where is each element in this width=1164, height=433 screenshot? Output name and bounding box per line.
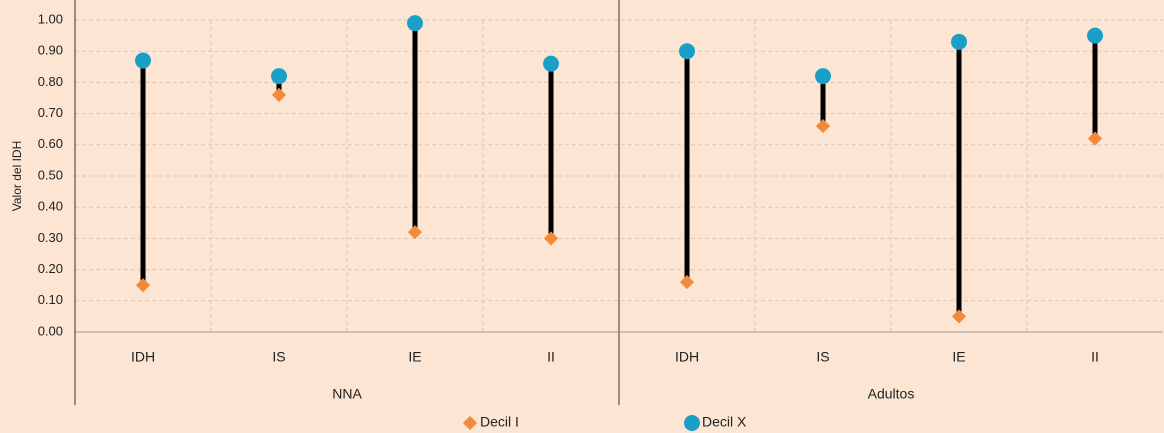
x-tick-label: IDH <box>675 349 699 365</box>
x-tick-label: IS <box>816 349 829 365</box>
x-tick-label: IS <box>272 349 285 365</box>
y-tick-label: 0.00 <box>38 323 63 338</box>
marker-circle <box>951 33 967 50</box>
x-tick-label: II <box>547 349 555 365</box>
y-tick-label: 0.90 <box>38 43 63 58</box>
marker-circle <box>407 15 423 32</box>
y-axis-label: Valor del IDH <box>10 141 24 211</box>
marker-diamond <box>679 275 695 290</box>
y-tick-label: 1.00 <box>38 11 63 26</box>
y-tick-label: 0.70 <box>38 105 63 120</box>
group-label: NNA <box>332 386 362 402</box>
x-tick-label: IDH <box>131 349 155 365</box>
marker-diamond <box>951 309 967 324</box>
marker-circle <box>135 52 151 69</box>
marker-diamond <box>271 87 287 102</box>
y-tick-label: 0.60 <box>38 136 63 151</box>
y-tick-label: 0.10 <box>38 292 63 307</box>
marker-circle <box>1087 27 1103 44</box>
y-tick-label: 0.30 <box>38 230 63 245</box>
legend-marker <box>684 415 700 431</box>
marker-diamond <box>543 231 559 246</box>
x-tick-label: IE <box>952 349 965 365</box>
legend-label: Decil I <box>480 414 519 430</box>
x-tick-label: IE <box>408 349 421 365</box>
x-tick-label: II <box>1091 349 1099 365</box>
group-label: Adultos <box>868 386 915 402</box>
legend-label: Decil X <box>702 414 747 430</box>
marker-diamond <box>815 119 831 134</box>
marker-circle <box>679 43 695 60</box>
marker-circle <box>543 55 559 72</box>
y-tick-label: 0.40 <box>38 199 63 214</box>
legend-marker <box>462 415 478 431</box>
marker-diamond <box>1087 131 1103 146</box>
marker-circle <box>815 68 831 85</box>
y-tick-label: 0.80 <box>38 74 63 89</box>
y-tick-label: 0.20 <box>38 261 63 276</box>
marker-diamond <box>135 278 151 293</box>
marker-diamond <box>407 225 423 240</box>
marker-circle <box>271 68 287 85</box>
y-tick-label: 0.50 <box>38 167 63 182</box>
